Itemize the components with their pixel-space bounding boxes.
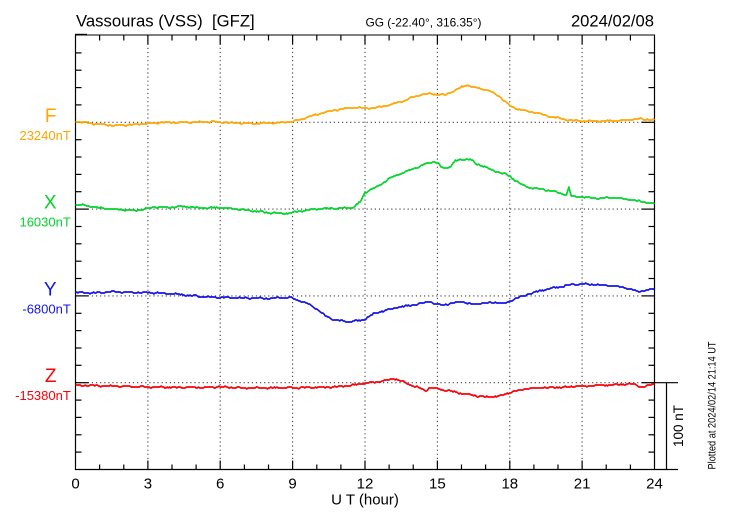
svg-text:2024/02/08: 2024/02/08 bbox=[571, 11, 654, 30]
svg-text:Plotted at 2024/02/14 21:14 UT: Plotted at 2024/02/14 21:14 UT bbox=[707, 341, 719, 469]
svg-text:F: F bbox=[45, 106, 57, 127]
svg-text:-15380nT: -15380nT bbox=[15, 388, 71, 403]
svg-text:100 nT: 100 nT bbox=[671, 405, 686, 447]
svg-text:3: 3 bbox=[144, 475, 152, 492]
svg-text:-6800nT: -6800nT bbox=[22, 301, 70, 316]
svg-text:Z: Z bbox=[45, 366, 57, 387]
svg-text:GG (-22.40°, 316.35°): GG (-22.40°, 316.35°) bbox=[366, 15, 482, 29]
svg-text:16030nT: 16030nT bbox=[19, 215, 70, 230]
svg-text:23240nT: 23240nT bbox=[19, 128, 70, 143]
svg-text:X: X bbox=[44, 193, 57, 214]
svg-text:15: 15 bbox=[429, 475, 446, 492]
svg-text:24: 24 bbox=[646, 475, 663, 492]
svg-text:9: 9 bbox=[288, 475, 296, 492]
svg-text:21: 21 bbox=[574, 475, 591, 492]
svg-text:6: 6 bbox=[216, 475, 224, 492]
svg-text:Y: Y bbox=[44, 279, 57, 300]
svg-text:18: 18 bbox=[501, 475, 518, 492]
svg-text:12: 12 bbox=[357, 475, 374, 492]
svg-text:U T (hour): U T (hour) bbox=[331, 492, 399, 509]
svg-text:Vassouras (VSS) [GFZ]: Vassouras (VSS) [GFZ] bbox=[76, 12, 255, 31]
svg-text:0: 0 bbox=[71, 475, 79, 492]
